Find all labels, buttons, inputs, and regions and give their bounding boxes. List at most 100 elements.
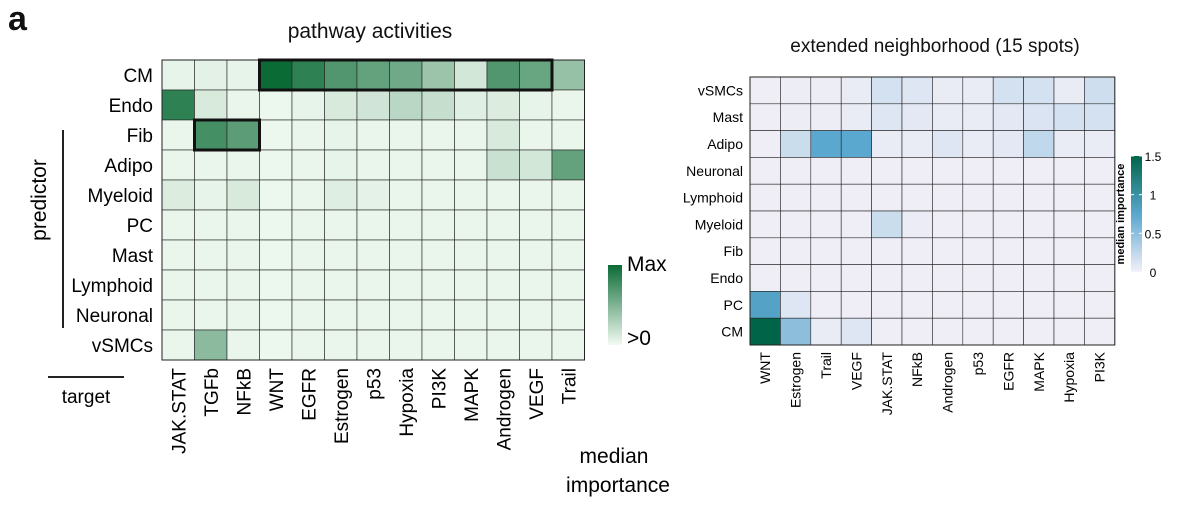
heatmap-cell	[1024, 265, 1054, 292]
heatmap-cell	[841, 265, 871, 292]
heatmap-cell	[1084, 291, 1114, 318]
heatmap-cell	[902, 157, 932, 184]
heatmap-cell	[750, 184, 780, 211]
legend-tick-label: 1.5	[1145, 150, 1162, 164]
heatmap-cell	[841, 131, 871, 158]
row-label: CM	[721, 324, 743, 340]
heatmap-cell	[780, 104, 810, 131]
heatmap-cell	[872, 211, 902, 238]
heatmap-cell	[932, 157, 962, 184]
column-label: p53	[970, 352, 986, 376]
heatmap-cell	[1024, 131, 1054, 158]
heatmap-cell	[993, 291, 1023, 318]
heatmap-cell	[993, 211, 1023, 238]
heatmap-cell	[963, 211, 993, 238]
heatmap-cell	[993, 265, 1023, 292]
heatmap-cell	[993, 238, 1023, 265]
row-label: Myeloid	[695, 216, 743, 232]
heatmap-cell	[811, 131, 841, 158]
heatmap-cell	[811, 184, 841, 211]
heatmap-cell	[780, 211, 810, 238]
heatmap-cell	[780, 291, 810, 318]
heatmap-cell	[993, 77, 1023, 104]
row-label: Fib	[724, 243, 744, 259]
heatmap-cell	[750, 291, 780, 318]
heatmap-cell	[872, 157, 902, 184]
heatmap-cell	[780, 184, 810, 211]
heatmap-cell	[1054, 238, 1084, 265]
heatmap-cell	[932, 104, 962, 131]
heatmap-cell	[1054, 318, 1084, 345]
heatmap-cell	[993, 131, 1023, 158]
heatmap-cell	[1024, 211, 1054, 238]
heatmap-cell	[872, 131, 902, 158]
heatmap-cell	[902, 77, 932, 104]
heatmap-cell	[811, 211, 841, 238]
heatmap-cell	[1084, 77, 1114, 104]
heatmap-cell	[750, 211, 780, 238]
heatmap-cell	[932, 77, 962, 104]
heatmap-cell	[1024, 238, 1054, 265]
heatmap-cell	[932, 238, 962, 265]
heatmap-cell	[963, 265, 993, 292]
heatmap-cell	[780, 131, 810, 158]
heatmap-cell	[1084, 104, 1114, 131]
heatmap-cell	[1084, 131, 1114, 158]
heatmap-cell	[963, 131, 993, 158]
column-label: Estrogen	[788, 352, 804, 408]
heatmap-cell	[902, 131, 932, 158]
heatmap-cell	[780, 318, 810, 345]
row-label: Endo	[710, 270, 743, 286]
heatmap-cell	[963, 184, 993, 211]
heatmap-cell	[1054, 265, 1084, 292]
heatmap-cell	[963, 157, 993, 184]
heatmap-cell	[750, 238, 780, 265]
legend-tick-label: 0.5	[1145, 227, 1162, 241]
heatmap-cell	[841, 77, 871, 104]
heatmap-cell	[1084, 157, 1114, 184]
heatmap-cell	[750, 131, 780, 158]
legend-tick-label: 0	[1150, 266, 1157, 280]
heatmap-cell	[902, 291, 932, 318]
heatmap-cell	[872, 238, 902, 265]
heatmap-cell	[1054, 291, 1084, 318]
heatmap-cell	[1024, 184, 1054, 211]
heatmap-cell	[750, 104, 780, 131]
heatmap-cell	[811, 104, 841, 131]
heatmap-cell	[841, 238, 871, 265]
column-label: JAK.STAT	[879, 352, 895, 416]
legend-tick-label: 1	[1150, 189, 1157, 203]
heatmap-cell	[811, 318, 841, 345]
column-label: Trail	[818, 352, 834, 379]
heatmap-cell	[902, 184, 932, 211]
heatmap-cell	[811, 77, 841, 104]
row-label: Adipo	[707, 136, 743, 152]
heatmap-cell	[1024, 291, 1054, 318]
heatmap-cell	[932, 184, 962, 211]
heatmap-cell	[1054, 211, 1084, 238]
heatmap-cell	[963, 291, 993, 318]
heatmap-cell	[963, 318, 993, 345]
heatmap-cell	[932, 211, 962, 238]
heatmap-cell	[932, 265, 962, 292]
heatmap-cell	[993, 318, 1023, 345]
column-label: NFkB	[909, 352, 925, 387]
heatmap-cell	[1024, 104, 1054, 131]
heatmap-cell	[780, 157, 810, 184]
legend-title: median importance	[1115, 164, 1127, 265]
heatmap-cell	[1084, 238, 1114, 265]
heatmap-cell	[841, 104, 871, 131]
heatmap-cell	[1084, 265, 1114, 292]
extended-neighborhood-heatmap: vSMCsMastAdipoNeuronalLymphoidMyeloidFib…	[0, 0, 1198, 512]
heatmap-cell	[1024, 157, 1054, 184]
heatmap-cell	[811, 238, 841, 265]
heatmap-cell	[750, 77, 780, 104]
heatmap-cell	[1024, 77, 1054, 104]
heatmap-cell	[750, 157, 780, 184]
heatmap-cell	[750, 265, 780, 292]
heatmap-cell	[993, 184, 1023, 211]
heatmap-cell	[1084, 211, 1114, 238]
heatmap-cell	[872, 184, 902, 211]
column-label: Hypoxia	[1061, 352, 1077, 403]
heatmap-cell	[902, 318, 932, 345]
